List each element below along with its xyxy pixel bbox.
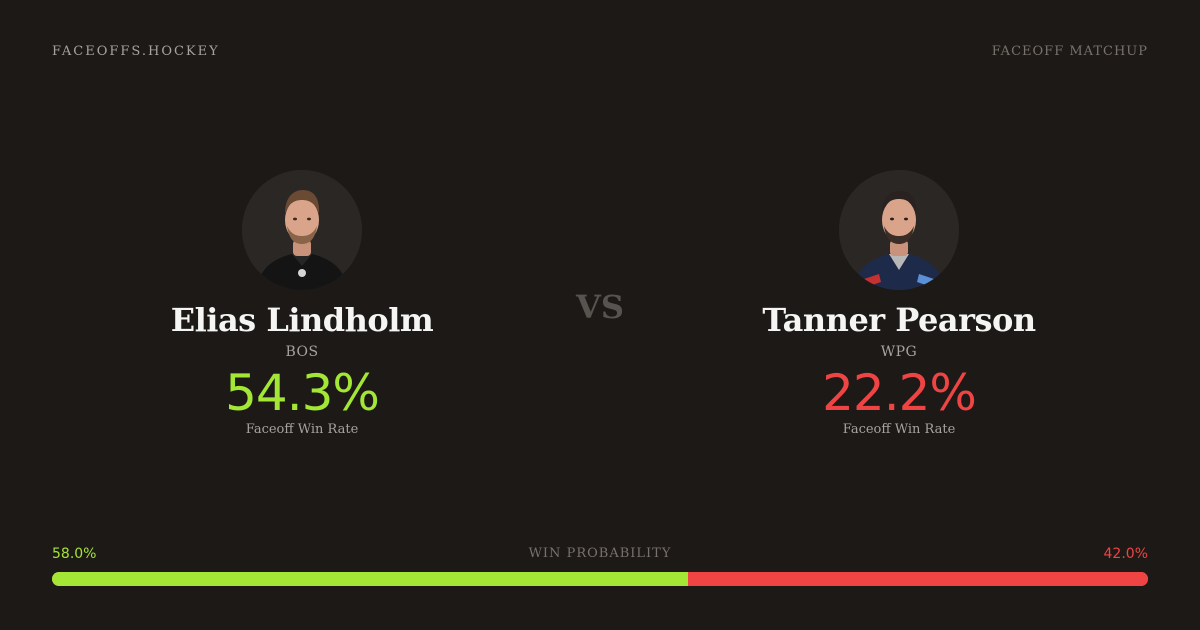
player-name-left: Elias Lindholm (170, 301, 434, 339)
win-probability-bar-right (687, 572, 1148, 586)
player-headshot-icon (839, 170, 959, 290)
faceoff-win-rate-label-right: Faceoff Win Rate (842, 422, 956, 437)
win-probability-title: WIN PROBABILITY (528, 546, 672, 561)
faceoff-win-rate-label-left: Faceoff Win Rate (245, 422, 359, 437)
player-team-left: BOS (285, 344, 319, 360)
player-team-right: WPG (880, 344, 918, 360)
player-name-right: Tanner Pearson (762, 301, 1036, 339)
player-headshot-left (242, 170, 362, 290)
player-card-left: Elias Lindholm BOS 54.3% Faceoff Win Rat… (102, 170, 502, 437)
player-headshot-icon (242, 170, 362, 290)
site-brand[interactable]: FACEOFFS.HOCKEY (52, 44, 220, 59)
faceoff-win-rate-left: 54.3% (225, 364, 380, 422)
win-probability-bar (52, 572, 1148, 586)
player-headshot-right (839, 170, 959, 290)
page-heading: FACEOFF MATCHUP (991, 44, 1148, 59)
win-probability-right: 42.0% (1103, 546, 1148, 562)
win-probability-left: 58.0% (52, 546, 97, 562)
win-probability-bar-left (52, 572, 688, 586)
versus-label: VS (576, 288, 624, 326)
player-card-right: Tanner Pearson WPG 22.2% Faceoff Win Rat… (699, 170, 1099, 437)
faceoff-win-rate-right: 22.2% (822, 364, 977, 422)
